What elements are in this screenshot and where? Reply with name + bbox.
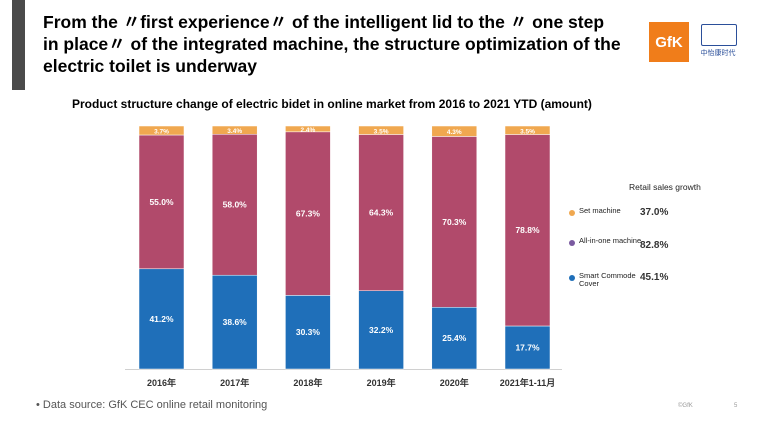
data-label: 64.3% (369, 208, 394, 218)
x-tick-label: 2020年 (440, 377, 469, 388)
data-label: 67.3% (296, 209, 321, 219)
bar-segment (285, 295, 331, 370)
partner-logo-text: 中怡康时代 (700, 50, 736, 57)
bar-segment (504, 325, 551, 370)
data-label: 4.3% (447, 129, 462, 136)
bar-segment (285, 131, 331, 296)
bar-segment (431, 136, 478, 308)
bar-segment (358, 125, 404, 135)
data-label: 3.7% (154, 129, 169, 136)
x-tick-label: 2021年1-11月 (500, 377, 556, 388)
data-label: 38.6% (223, 317, 248, 327)
bar-segment (138, 268, 185, 370)
data-label: 17.7% (515, 342, 540, 352)
data-label: 58.0% (223, 200, 248, 210)
bar-segment (431, 125, 478, 137)
data-label: 70.3% (442, 217, 467, 227)
data-label: 32.2% (369, 325, 394, 335)
page-title: From the 〃first experience〃 of the intel… (43, 12, 621, 76)
bar-segment (211, 134, 258, 276)
bar-segment (358, 290, 404, 370)
legend-title: Retail sales growth (629, 182, 701, 192)
data-label: 3.4% (227, 128, 242, 135)
gfk-logo-text: GfK (655, 33, 683, 51)
bar-segment (431, 307, 478, 370)
data-source-note: • Data source: GfK CEC online retail mon… (36, 399, 268, 411)
data-label: 3.5% (374, 128, 389, 135)
legend-label: Smart Commode Cover (579, 271, 636, 288)
legend-swatch (569, 275, 575, 281)
data-label: 3.5% (520, 128, 535, 135)
legend-swatch (569, 210, 575, 216)
bar-segment (504, 125, 551, 135)
bar-segment (211, 274, 258, 370)
accent-bar (12, 0, 25, 90)
data-label: 55.0% (149, 197, 174, 207)
data-label: 30.3% (296, 327, 321, 337)
legend-growth-value: 45.1% (640, 272, 669, 283)
gfk-logo: GfK (649, 22, 689, 62)
bar-segment (211, 125, 258, 135)
bar-segment (504, 134, 551, 327)
partner-logo-mark (701, 24, 737, 46)
bar-segment (138, 125, 185, 136)
partner-logo: 中怡康时代 (697, 22, 739, 62)
data-label: 78.8% (515, 225, 540, 235)
page-number: 5 (734, 403, 738, 409)
bar-segment (138, 134, 185, 270)
bar-segment (358, 134, 404, 292)
data-label: 2.4% (300, 127, 315, 134)
x-tick-label: 2017年 (220, 377, 249, 388)
x-tick-label: 2019年 (367, 377, 396, 388)
legend-swatch (569, 240, 575, 246)
legend-label: All-in-one machine (579, 236, 642, 245)
footer-company: ©GfK (678, 403, 693, 409)
x-tick-label: 2016年 (147, 377, 176, 388)
bar-segment (285, 125, 331, 133)
x-tick-label: 2018年 (293, 377, 322, 388)
chart-title: Product structure change of electric bid… (72, 97, 592, 111)
legend-growth-value: 82.8% (640, 240, 669, 251)
legend-label: Set machine (579, 206, 621, 215)
data-label: 25.4% (442, 333, 467, 343)
data-label: 41.2% (149, 314, 174, 324)
legend-growth-value: 37.0% (640, 207, 669, 218)
